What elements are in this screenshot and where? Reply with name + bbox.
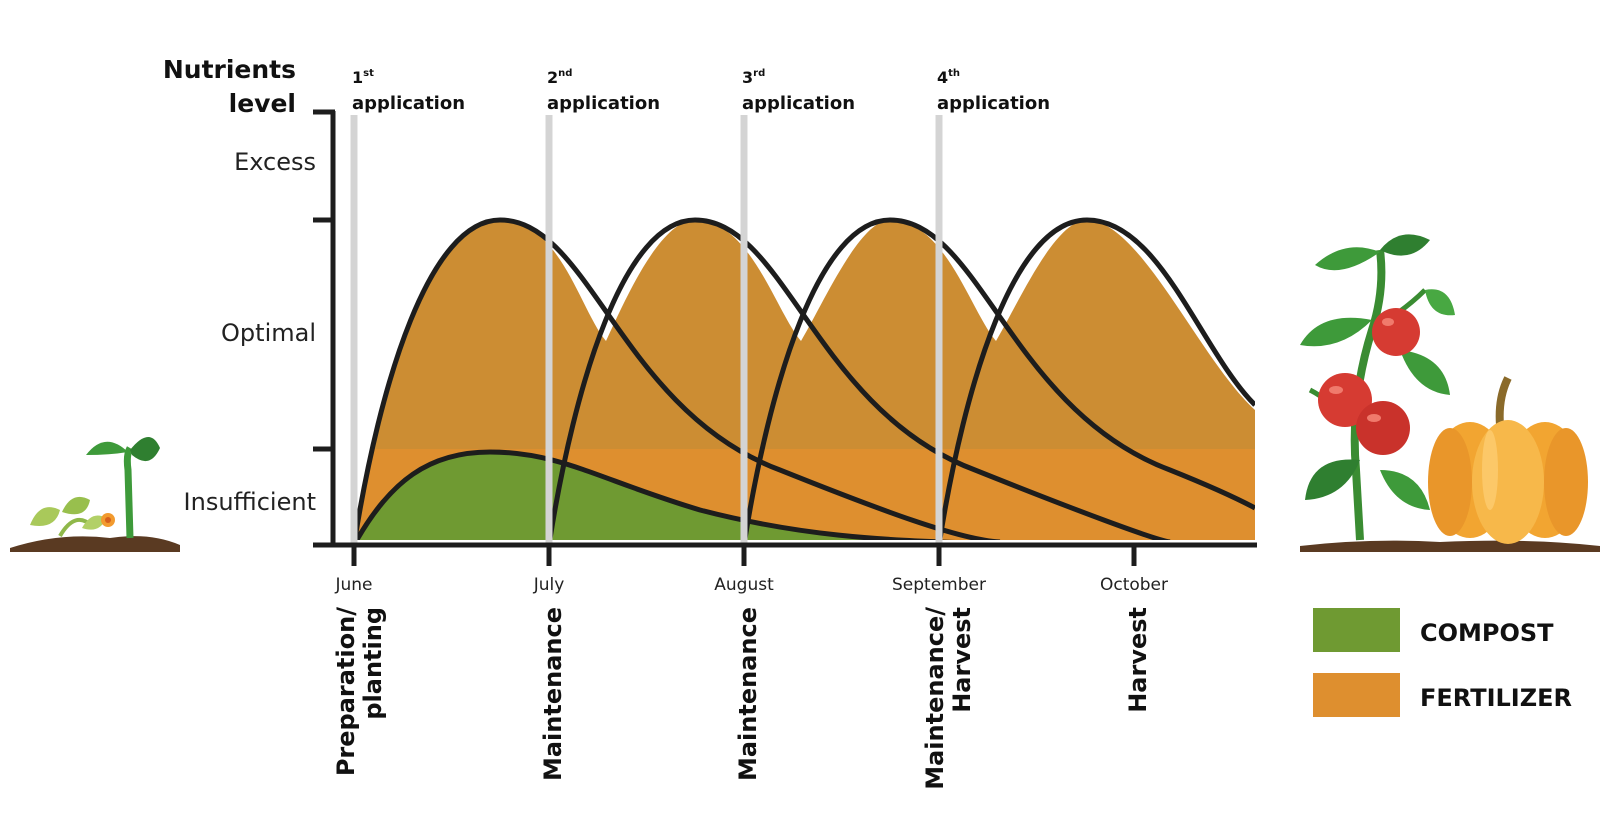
month-label-october: October <box>1100 575 1168 595</box>
level-label-excess: Excess <box>234 148 316 176</box>
svg-text:Maintenance: Maintenance <box>734 607 762 781</box>
month-label-july: July <box>533 575 565 595</box>
background-mask <box>325 100 1255 540</box>
legend-label-compost: COMPOST <box>1420 619 1554 647</box>
compost-curve <box>354 449 956 540</box>
svg-text:1st: 1st <box>352 68 374 87</box>
svg-text:application: application <box>937 93 1050 114</box>
svg-text:planting: planting <box>359 607 387 720</box>
level-label-insufficient: Insufficient <box>184 488 316 516</box>
svg-text:application: application <box>742 93 855 114</box>
pumpkin-icon <box>1428 376 1588 544</box>
svg-text:application: application <box>547 93 660 114</box>
svg-text:application: application <box>352 93 465 114</box>
stage-label-maintenance-2: Maintenance <box>734 607 762 781</box>
fertilizer-curve-4 <box>937 217 1255 540</box>
axis-title-line1: Nutrients <box>163 55 296 84</box>
fertilizer-curve-3 <box>742 217 1255 540</box>
svg-text:Preparation/: Preparation/ <box>332 607 360 776</box>
application-label-4: 4th application <box>937 68 1050 114</box>
month-label-august: August <box>714 575 774 595</box>
axis-title-line2: level <box>229 89 296 118</box>
legend-swatch-fertilizer <box>1313 673 1400 717</box>
stage-label-harvest: Harvest <box>1124 607 1152 713</box>
fertilizer-curve-1 <box>352 217 1001 540</box>
svg-text:2nd: 2nd <box>547 68 572 87</box>
month-label-june: June <box>334 575 372 595</box>
stage-label-maintenance-1: Maintenance <box>539 607 567 781</box>
svg-text:Harvest: Harvest <box>948 607 976 713</box>
application-label-2: 2nd application <box>547 68 660 114</box>
legend: COMPOST FERTILIZER <box>1313 608 1572 717</box>
legend-label-fertilizer: FERTILIZER <box>1420 684 1572 712</box>
month-label-september: September <box>892 575 986 595</box>
compost-area <box>356 452 901 540</box>
fertilizer-curve-2 <box>547 217 1171 540</box>
stage-label-preparation: Preparation/ planting <box>332 607 387 776</box>
application-label-1: 1st application <box>352 68 465 114</box>
stage-label-maintenance-harvest: Maintenance/ Harvest <box>921 607 976 790</box>
svg-text:Harvest: Harvest <box>1124 607 1152 713</box>
svg-text:4th: 4th <box>937 68 960 87</box>
svg-text:3rd: 3rd <box>742 68 765 87</box>
svg-text:Maintenance: Maintenance <box>539 607 567 781</box>
level-label-optimal: Optimal <box>221 319 316 347</box>
tomato-plant-icon <box>1300 234 1600 552</box>
application-label-3: 3rd application <box>742 68 855 114</box>
seedling-icon <box>10 436 180 552</box>
svg-text:Maintenance/: Maintenance/ <box>921 607 949 790</box>
legend-swatch-compost <box>1313 608 1400 652</box>
